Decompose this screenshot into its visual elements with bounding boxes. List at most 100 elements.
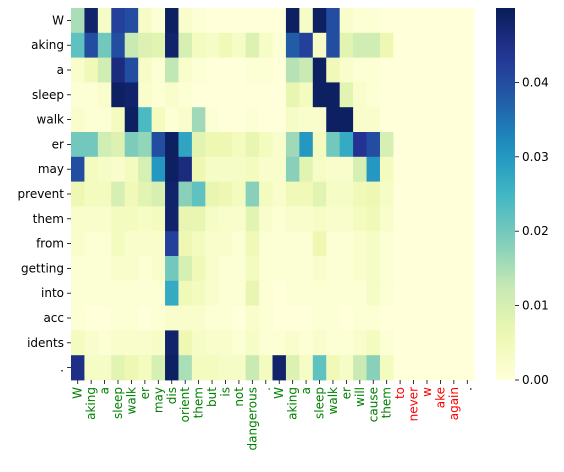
heatmap-cell [205, 280, 220, 306]
heatmap-cell [165, 8, 179, 34]
heatmap-cell [460, 330, 475, 356]
colorbar-tick-label: 0.01 [522, 299, 549, 313]
heatmap-cell [111, 181, 126, 207]
y-tick-label: them [33, 212, 64, 226]
heatmap-cell [379, 8, 394, 34]
heatmap-cell [245, 107, 260, 133]
heatmap-cell [71, 280, 85, 306]
heatmap-cell [124, 231, 139, 257]
y-tick-label: . [60, 361, 64, 375]
heatmap-cell [97, 82, 112, 108]
x-tick-label: aking [84, 387, 98, 420]
heatmap-cell [71, 330, 85, 356]
heatmap-cell [191, 32, 206, 58]
x-tick-label: to [393, 387, 407, 399]
heatmap-cell [299, 8, 314, 34]
heatmap-cell [353, 330, 367, 356]
heatmap-cell [205, 231, 220, 257]
heatmap-cell [205, 355, 220, 381]
heatmap-cell [138, 82, 152, 108]
heatmap-cell [138, 256, 152, 282]
heatmap-cell [353, 107, 367, 133]
heatmap-cell [406, 8, 421, 34]
y-tick-label: er [52, 137, 64, 151]
heatmap-cell [245, 82, 260, 108]
x-tick-label: dis [165, 387, 179, 404]
heatmap-cell [339, 156, 354, 182]
heatmap-cell [84, 231, 99, 257]
heatmap-cell [393, 181, 408, 207]
y-tick-label: acc [43, 311, 64, 325]
heatmap-cell [218, 231, 233, 257]
heatmap-cell [259, 8, 273, 34]
heatmap-cell [178, 156, 193, 182]
heatmap-cell [232, 107, 247, 133]
heatmap-cell [406, 305, 421, 331]
heatmap-cell [111, 256, 126, 282]
heatmap-cell [71, 355, 85, 381]
heatmap-cell [366, 57, 381, 83]
heatmap-cell [393, 256, 408, 282]
colorbar-tick-label: 0.02 [522, 224, 549, 238]
heatmap-cell [124, 8, 139, 34]
heatmap-cell [165, 206, 179, 232]
heatmap-cell [447, 355, 461, 381]
heatmap-cell [460, 305, 475, 331]
heatmap-cell [151, 8, 166, 34]
heatmap-cell [151, 32, 166, 58]
heatmap-cell [299, 82, 314, 108]
heatmap-cell [447, 280, 461, 306]
heatmap-cell [205, 32, 220, 58]
heatmap-cell [124, 305, 139, 331]
heatmap-cell [178, 206, 193, 232]
heatmap-cell [433, 156, 448, 182]
heatmap-cell [420, 156, 435, 182]
heatmap-cell [433, 231, 448, 257]
heatmap-cell [71, 132, 85, 158]
heatmap-cell [205, 107, 220, 133]
heatmap-cell [111, 107, 126, 133]
heatmap-cell [232, 181, 247, 207]
heatmap-cell [447, 231, 461, 257]
heatmap-cell [205, 57, 220, 83]
x-tick-label: walk [124, 387, 138, 415]
x-tick-label: will [353, 387, 367, 407]
heatmap-cell [420, 231, 435, 257]
heatmap-cell [312, 280, 327, 306]
heatmap-cell [393, 156, 408, 182]
heatmap-cell [71, 256, 85, 282]
heatmap-cell [393, 355, 408, 381]
heatmap-cell [272, 156, 287, 182]
heatmap-cell [178, 132, 193, 158]
heatmap-cell [312, 206, 327, 232]
heatmap-cell [71, 32, 85, 58]
heatmap-cell [245, 156, 260, 182]
heatmap-cell [165, 107, 179, 133]
x-tick-label: not [232, 387, 246, 407]
heatmap-cell [151, 305, 166, 331]
heatmap-cell [138, 206, 152, 232]
heatmap-cell [406, 107, 421, 133]
heatmap-cell [339, 107, 354, 133]
heatmap-cell [84, 107, 99, 133]
heatmap-cell [205, 156, 220, 182]
heatmap-cell [124, 280, 139, 306]
x-tick-label: er [138, 387, 152, 399]
heatmap-cell [420, 82, 435, 108]
heatmap-cell [339, 132, 354, 158]
colorbar-tick-label: 0.03 [522, 150, 549, 164]
heatmap-cell [339, 181, 354, 207]
heatmap-cell [353, 206, 367, 232]
x-tick-label: aking [286, 387, 300, 420]
heatmap-cell [379, 32, 394, 58]
heatmap-cell [111, 305, 126, 331]
heatmap-cell [191, 280, 206, 306]
heatmap-cell [151, 280, 166, 306]
heatmap-cell [366, 231, 381, 257]
heatmap-cell [245, 32, 260, 58]
heatmap-cell [460, 132, 475, 158]
heatmap-cell [366, 32, 381, 58]
heatmap-cell [191, 206, 206, 232]
heatmap-cell [379, 57, 394, 83]
heatmap-cell [272, 355, 287, 381]
